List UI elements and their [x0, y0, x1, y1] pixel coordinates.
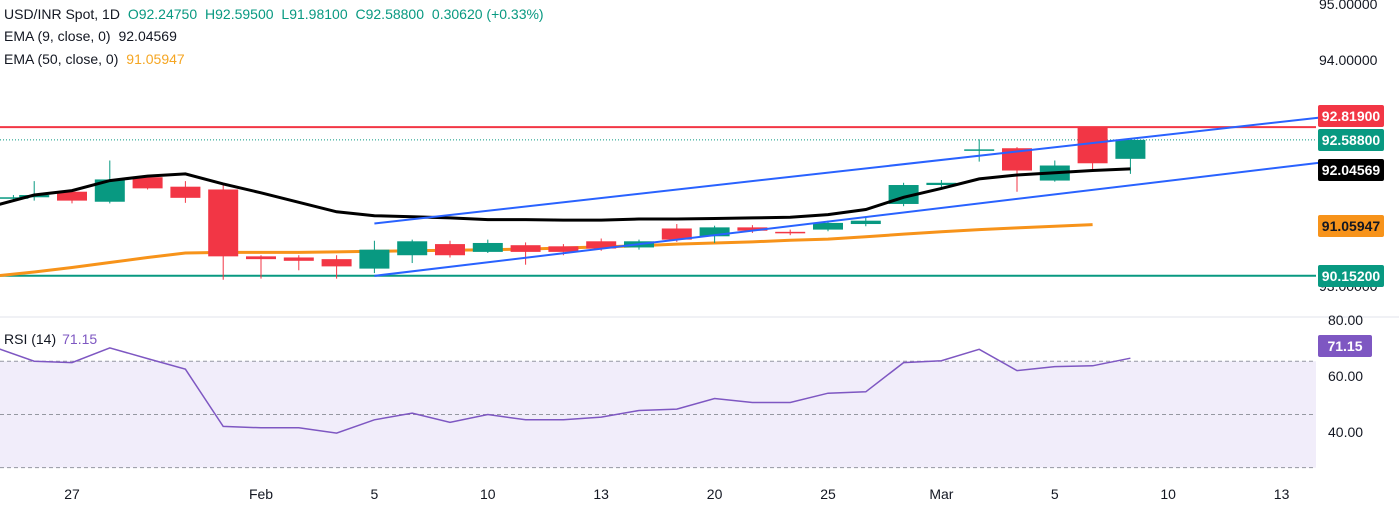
candle-up — [964, 149, 995, 151]
candle-down — [246, 256, 276, 260]
ema50-price-tag: 91.05947 — [1318, 215, 1384, 237]
ohlc-legend: USD/INR Spot, 1D O92.24750 H92.59500 L91… — [4, 5, 548, 23]
price-tick: 94.00000 — [1319, 52, 1378, 68]
change-value: 0.30620 (+0.33%) — [431, 6, 544, 22]
rsi-legend: RSI (14) 71.15 — [4, 331, 97, 347]
candle-up — [397, 241, 428, 256]
low-value: L91.98100 — [281, 6, 348, 22]
candle-down — [435, 244, 465, 256]
candle-down — [775, 231, 806, 234]
x-axis-tick: 10 — [480, 486, 496, 502]
ema50-label: EMA (50, close, 0) — [4, 51, 119, 67]
rsi-tick: 40.00 — [1328, 424, 1364, 440]
x-axis-tick: 13 — [1273, 486, 1290, 502]
candle-down — [548, 246, 579, 252]
candle-down — [510, 245, 541, 252]
candle-down — [321, 259, 352, 267]
candle-up — [926, 182, 957, 186]
support-price-tag: 90.15200 — [1318, 265, 1384, 287]
x-axis-tick: 27 — [64, 486, 80, 502]
candle-down — [1077, 127, 1108, 164]
x-axis-tick: Mar — [929, 486, 954, 502]
candle-down — [132, 177, 163, 189]
candle-down — [1002, 148, 1032, 171]
rsi-value-tag: 71.15 — [1318, 335, 1372, 357]
high-value: H92.59500 — [205, 6, 274, 22]
x-axis-tick: 13 — [593, 486, 609, 502]
rsi-label: RSI (14) — [4, 331, 57, 347]
resistance-price-tag: 92.81900 — [1318, 105, 1384, 127]
ema50-legend: EMA (50, close, 0) 91.05947 — [4, 50, 189, 68]
symbol-label: USD/INR Spot, 1D — [4, 6, 120, 22]
rsi-value: 71.15 — [62, 331, 98, 347]
x-axis-tick: 25 — [820, 486, 836, 502]
channel-upper-line — [374, 116, 1320, 225]
ema9-label: EMA (9, close, 0) — [4, 28, 111, 44]
x-axis-tick: 5 — [1050, 486, 1059, 502]
close-value: C92.58800 — [355, 6, 425, 22]
candle-up — [359, 249, 390, 269]
ema9-price-tag: 92.04569 — [1318, 159, 1384, 181]
ema50-value: 91.05947 — [126, 51, 185, 67]
price-tick: 95.00000 — [1319, 0, 1378, 12]
channel-lower-line — [374, 161, 1320, 277]
candle-up — [1115, 139, 1146, 159]
x-axis-tick: 10 — [1160, 486, 1176, 502]
ema9-value: 92.04569 — [118, 28, 177, 44]
rsi-tick: 80.00 — [1328, 312, 1364, 328]
candle-down — [661, 228, 692, 240]
candle-down — [283, 257, 314, 261]
open-value: O92.24750 — [127, 6, 198, 22]
candle-up — [699, 227, 730, 237]
candle-down — [57, 191, 87, 201]
candle-up — [472, 242, 503, 252]
x-axis-tick: 20 — [706, 486, 723, 502]
candle-down — [208, 189, 239, 257]
close-price-tag: 92.58800 — [1318, 129, 1384, 151]
candle-down — [170, 186, 201, 198]
candle-up — [813, 222, 843, 230]
candle-down — [737, 227, 768, 231]
ema9-legend: EMA (9, close, 0) 92.04569 — [4, 27, 181, 45]
ema50-line — [0, 223, 1093, 278]
x-axis-tick: Feb — [248, 486, 274, 502]
rsi-tick: 60.00 — [1328, 368, 1364, 384]
rsi-line — [0, 347, 1131, 434]
x-axis-tick: 5 — [370, 486, 379, 502]
ema9-line — [0, 167, 1131, 222]
candle-up — [850, 220, 881, 225]
candle-down — [586, 241, 617, 249]
candle-up — [0, 197, 29, 199]
candle-up — [94, 179, 125, 202]
